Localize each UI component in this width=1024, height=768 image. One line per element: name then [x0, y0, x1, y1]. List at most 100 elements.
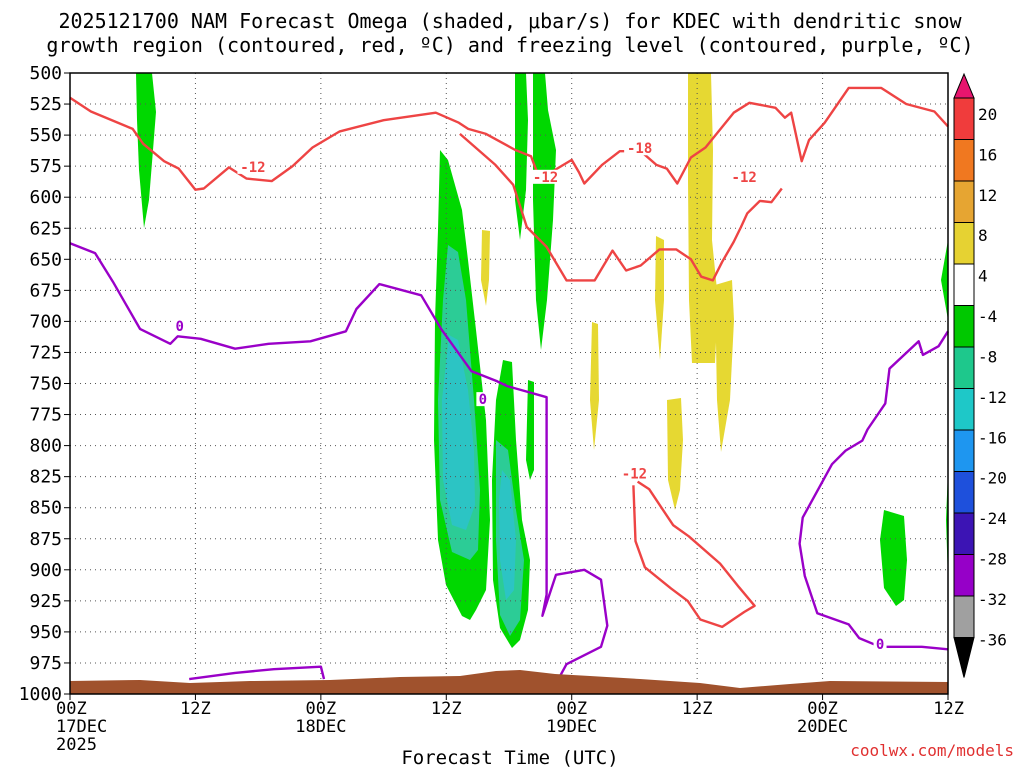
- colorbar-label: -16: [978, 428, 1007, 447]
- contour-label-bg: [624, 141, 656, 156]
- omega-region-second-cyan: [499, 470, 516, 600]
- y-tick-label: 725: [29, 342, 62, 363]
- y-tick-label: 775: [29, 405, 62, 426]
- colorbar-segment: [953, 139, 975, 182]
- colorbar-label: -12: [978, 388, 1007, 407]
- colorbar-label: -24: [978, 509, 1007, 528]
- colorbar-label: 8: [978, 226, 988, 245]
- contours: [69, 86, 950, 686]
- omega-shading: [136, 73, 948, 648]
- contour-label-bg: [728, 169, 760, 184]
- colorbar: 20 16 12 8 4 -4 -8 -12 -16 -20 -24 -28 -32 -36: [953, 72, 1007, 678]
- terrain-fill: [70, 670, 948, 694]
- omega-region-right-green: [880, 510, 907, 606]
- contour-label: -12: [732, 170, 757, 186]
- colorbar-top-arrow: [953, 72, 975, 99]
- contour-label: 0: [876, 637, 884, 653]
- x-tick-label: 12Z: [180, 699, 211, 719]
- colorbar-label: 16: [978, 145, 997, 164]
- y-tick-label: 650: [29, 249, 62, 270]
- y-tick-label: 850: [29, 498, 62, 519]
- omega-region-edge-green: [941, 240, 948, 320]
- colorbar-segment: [953, 222, 975, 265]
- colorbar-label: 12: [978, 186, 997, 205]
- colorbar-segment: [953, 554, 975, 597]
- colorbar-segment: [953, 471, 975, 514]
- y-tick-label: 875: [29, 529, 62, 550]
- x-tick-label: 00Z: [305, 699, 336, 719]
- credit-text: coolwx.com/models: [850, 741, 1014, 760]
- y-tick-label: 600: [29, 187, 62, 208]
- y-tick-label: 700: [29, 311, 62, 332]
- y-tick-label: 625: [29, 218, 62, 239]
- y-tick-label: 550: [29, 125, 62, 146]
- x-tick-label: 00Z: [807, 699, 838, 719]
- omega-region-pos-f: [667, 398, 683, 510]
- omega-region-pos-c: [655, 236, 664, 360]
- contour-label: -18: [627, 141, 652, 157]
- contour-label-bg: [237, 159, 269, 174]
- x-tick-label: 17DEC: [56, 717, 107, 737]
- colorbar-segment: [953, 429, 975, 472]
- x-axis-label: Forecast Time (UTC): [401, 747, 618, 768]
- omega-region-pos-b: [590, 322, 599, 450]
- contour-label-bg: [618, 466, 650, 481]
- chart-title-line1: 2025121700 NAM Forecast Omega (shaded, μ…: [58, 9, 962, 33]
- omega-region-small-green: [526, 380, 534, 480]
- colorbar-segment: [953, 346, 975, 389]
- colorbar-segment: [953, 305, 975, 348]
- colorbar-label: -8: [978, 347, 997, 366]
- colorbar-label: 4: [978, 267, 988, 286]
- contour-freezing-level-0C-surface: [189, 665, 326, 681]
- contour-freezing-level-0C-main: [69, 242, 609, 686]
- omega-region-pos-a: [481, 230, 490, 306]
- omega-region-pos-e: [715, 280, 734, 452]
- contour-label-bg: [476, 392, 490, 407]
- contour-label: -12: [622, 467, 647, 483]
- colorbar-segment: [953, 595, 975, 638]
- colorbar-label: -36: [978, 630, 1007, 649]
- colorbar-segment: [953, 263, 975, 306]
- contour-freezing-level-0C-right: [798, 330, 950, 651]
- contour-labels: -12 -18 -12 -12 -12 0 0 0: [173, 141, 887, 653]
- colorbar-label: 20: [978, 105, 997, 124]
- contour-label: 0: [176, 319, 184, 335]
- contour-label-bg: [530, 169, 562, 184]
- x-tick-label: 12Z: [933, 699, 964, 719]
- omega-region-left-column: [136, 73, 156, 228]
- omega-region-upper-green-b: [533, 73, 556, 350]
- contour-label: 0: [479, 392, 487, 408]
- x-tick-label: 2025: [56, 735, 97, 755]
- y-tick-label: 825: [29, 467, 62, 488]
- contour-label-bg: [873, 636, 887, 651]
- y-tick-label: 1000: [19, 684, 62, 705]
- x-tick-label: 12Z: [682, 699, 713, 719]
- colorbar-label: -28: [978, 550, 1007, 569]
- y-tick-label: 575: [29, 156, 62, 177]
- colorbar-segment: [953, 180, 975, 223]
- y-tick-label: 925: [29, 591, 62, 612]
- contour-label-bg: [173, 318, 187, 333]
- contour-label: -12: [533, 170, 558, 186]
- y-tick-label: 800: [29, 436, 62, 457]
- x-tick-label: 18DEC: [295, 717, 346, 737]
- chart-title: 2025121700 NAM Forecast Omega (shaded, μ…: [46, 9, 973, 57]
- y-tick-label: 525: [29, 94, 62, 115]
- colorbar-segment: [953, 388, 975, 431]
- chart-title-line2: growth region (contoured, red, ºC) and f…: [46, 33, 973, 57]
- y-tick-label: 675: [29, 280, 62, 301]
- colorbar-label: -4: [978, 307, 997, 326]
- y-tick-label: 975: [29, 653, 62, 674]
- contour-label: -12: [240, 160, 265, 176]
- grid: [70, 73, 948, 694]
- x-tick-label: 00Z: [56, 699, 87, 719]
- contour-dgz-minus12-top: [69, 86, 949, 191]
- x-tick-label: 00Z: [556, 699, 587, 719]
- y-tick-label: 950: [29, 622, 62, 643]
- x-tick-label: 19DEC: [546, 717, 597, 737]
- x-tick-label: 12Z: [431, 699, 462, 719]
- plot-area: -12 -18 -12 -12 -12 0 0 0: [69, 72, 950, 695]
- contour-dgz-minus12-lower: [632, 480, 756, 629]
